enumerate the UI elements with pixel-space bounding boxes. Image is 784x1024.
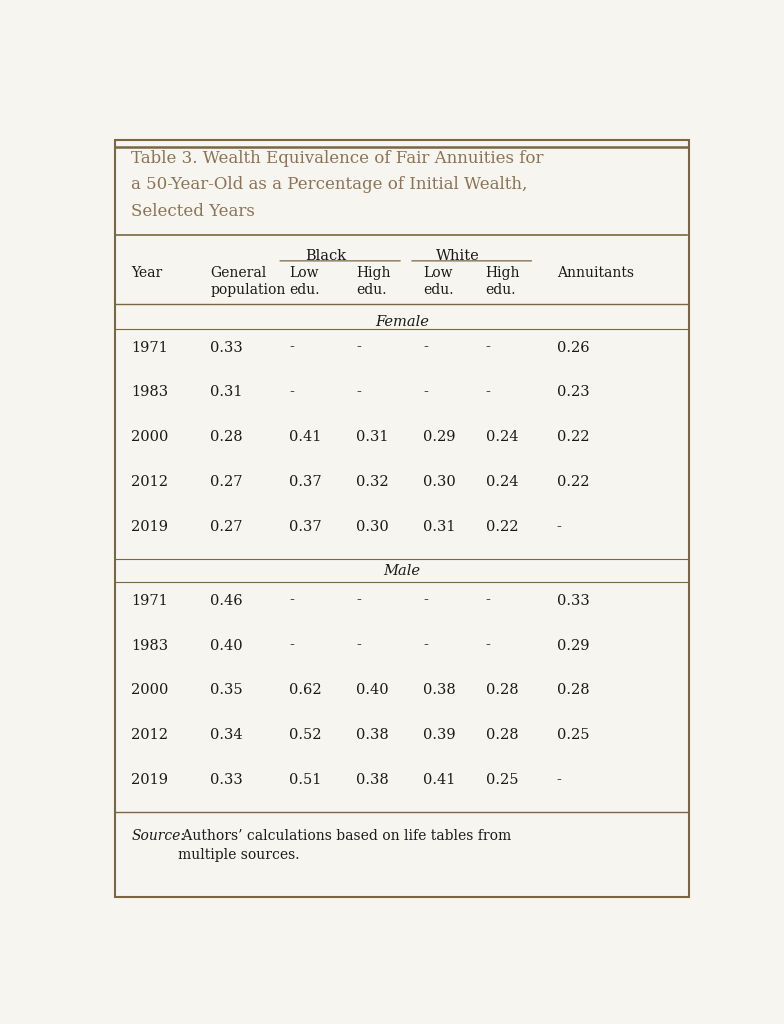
Text: 0.28: 0.28 — [485, 728, 518, 742]
Text: 2012: 2012 — [132, 728, 169, 742]
Text: Authors’ calculations based on life tables from
multiple sources.: Authors’ calculations based on life tabl… — [178, 829, 511, 862]
Text: -: - — [356, 594, 361, 607]
Text: Black: Black — [305, 249, 347, 263]
Text: -: - — [356, 385, 361, 399]
Text: 0.34: 0.34 — [210, 728, 243, 742]
Text: -: - — [485, 594, 491, 607]
Text: Year: Year — [132, 266, 162, 281]
Text: 0.40: 0.40 — [356, 683, 389, 697]
Text: 0.28: 0.28 — [485, 683, 518, 697]
Text: 0.24: 0.24 — [485, 430, 518, 444]
Text: a 50-Year-Old as a Percentage of Initial Wealth,: a 50-Year-Old as a Percentage of Initial… — [132, 176, 528, 194]
Text: Female: Female — [375, 315, 429, 330]
Text: -: - — [356, 639, 361, 652]
Text: 0.31: 0.31 — [423, 520, 456, 535]
Text: 0.30: 0.30 — [423, 475, 456, 489]
Text: -: - — [485, 385, 491, 399]
Text: 0.32: 0.32 — [356, 475, 389, 489]
Text: 2019: 2019 — [132, 773, 169, 787]
Text: 0.33: 0.33 — [210, 773, 243, 787]
Text: 0.52: 0.52 — [289, 728, 322, 742]
Text: 0.23: 0.23 — [557, 385, 590, 399]
Text: 1971: 1971 — [132, 341, 168, 354]
Text: General
population: General population — [210, 266, 286, 297]
Text: 0.22: 0.22 — [485, 520, 518, 535]
Text: 0.33: 0.33 — [557, 594, 590, 607]
Text: 0.30: 0.30 — [356, 520, 389, 535]
Text: 0.41: 0.41 — [289, 430, 321, 444]
Text: 0.27: 0.27 — [210, 520, 243, 535]
Text: 0.22: 0.22 — [557, 475, 590, 489]
Text: 0.28: 0.28 — [557, 683, 590, 697]
Text: 0.51: 0.51 — [289, 773, 321, 787]
Text: -: - — [423, 341, 428, 354]
Text: Annuitants: Annuitants — [557, 266, 633, 281]
Text: -: - — [289, 341, 294, 354]
Text: 0.38: 0.38 — [356, 728, 389, 742]
Text: 0.38: 0.38 — [423, 683, 456, 697]
Text: -: - — [289, 594, 294, 607]
Text: 0.24: 0.24 — [485, 475, 518, 489]
Text: 0.46: 0.46 — [210, 594, 243, 607]
Text: Source:: Source: — [132, 829, 186, 844]
Text: 0.37: 0.37 — [289, 475, 322, 489]
Text: 0.35: 0.35 — [210, 683, 243, 697]
Text: 0.31: 0.31 — [210, 385, 243, 399]
Text: 0.27: 0.27 — [210, 475, 243, 489]
Text: 0.28: 0.28 — [210, 430, 243, 444]
Text: 0.22: 0.22 — [557, 430, 590, 444]
Text: -: - — [423, 594, 428, 607]
Text: 2012: 2012 — [132, 475, 169, 489]
Text: 0.25: 0.25 — [557, 728, 590, 742]
Text: 0.39: 0.39 — [423, 728, 456, 742]
Text: -: - — [356, 341, 361, 354]
Text: 0.31: 0.31 — [356, 430, 389, 444]
Text: Table 3. Wealth Equivalence of Fair Annuities for: Table 3. Wealth Equivalence of Fair Annu… — [132, 151, 544, 168]
Text: 0.26: 0.26 — [557, 341, 590, 354]
Text: 0.25: 0.25 — [485, 773, 518, 787]
Text: 1971: 1971 — [132, 594, 168, 607]
Text: -: - — [485, 341, 491, 354]
Text: 2000: 2000 — [132, 430, 169, 444]
Text: -: - — [557, 520, 561, 535]
Text: High
edu.: High edu. — [356, 266, 390, 297]
Text: Male: Male — [383, 563, 420, 578]
Text: High
edu.: High edu. — [485, 266, 520, 297]
Text: Low
edu.: Low edu. — [289, 266, 320, 297]
Text: 0.41: 0.41 — [423, 773, 456, 787]
Text: Low
edu.: Low edu. — [423, 266, 454, 297]
Text: -: - — [289, 639, 294, 652]
Text: 2000: 2000 — [132, 683, 169, 697]
Text: -: - — [423, 385, 428, 399]
Text: 0.29: 0.29 — [557, 639, 590, 652]
Text: -: - — [557, 773, 561, 787]
Text: -: - — [423, 639, 428, 652]
Text: -: - — [289, 385, 294, 399]
Text: -: - — [485, 639, 491, 652]
Text: 0.29: 0.29 — [423, 430, 456, 444]
Text: 1983: 1983 — [132, 639, 169, 652]
Text: White: White — [436, 249, 480, 263]
Text: 0.62: 0.62 — [289, 683, 322, 697]
Text: 0.38: 0.38 — [356, 773, 389, 787]
Text: 1983: 1983 — [132, 385, 169, 399]
Text: 2019: 2019 — [132, 520, 169, 535]
Text: 0.37: 0.37 — [289, 520, 322, 535]
Text: Selected Years: Selected Years — [132, 203, 256, 219]
Text: 0.33: 0.33 — [210, 341, 243, 354]
Text: 0.40: 0.40 — [210, 639, 243, 652]
